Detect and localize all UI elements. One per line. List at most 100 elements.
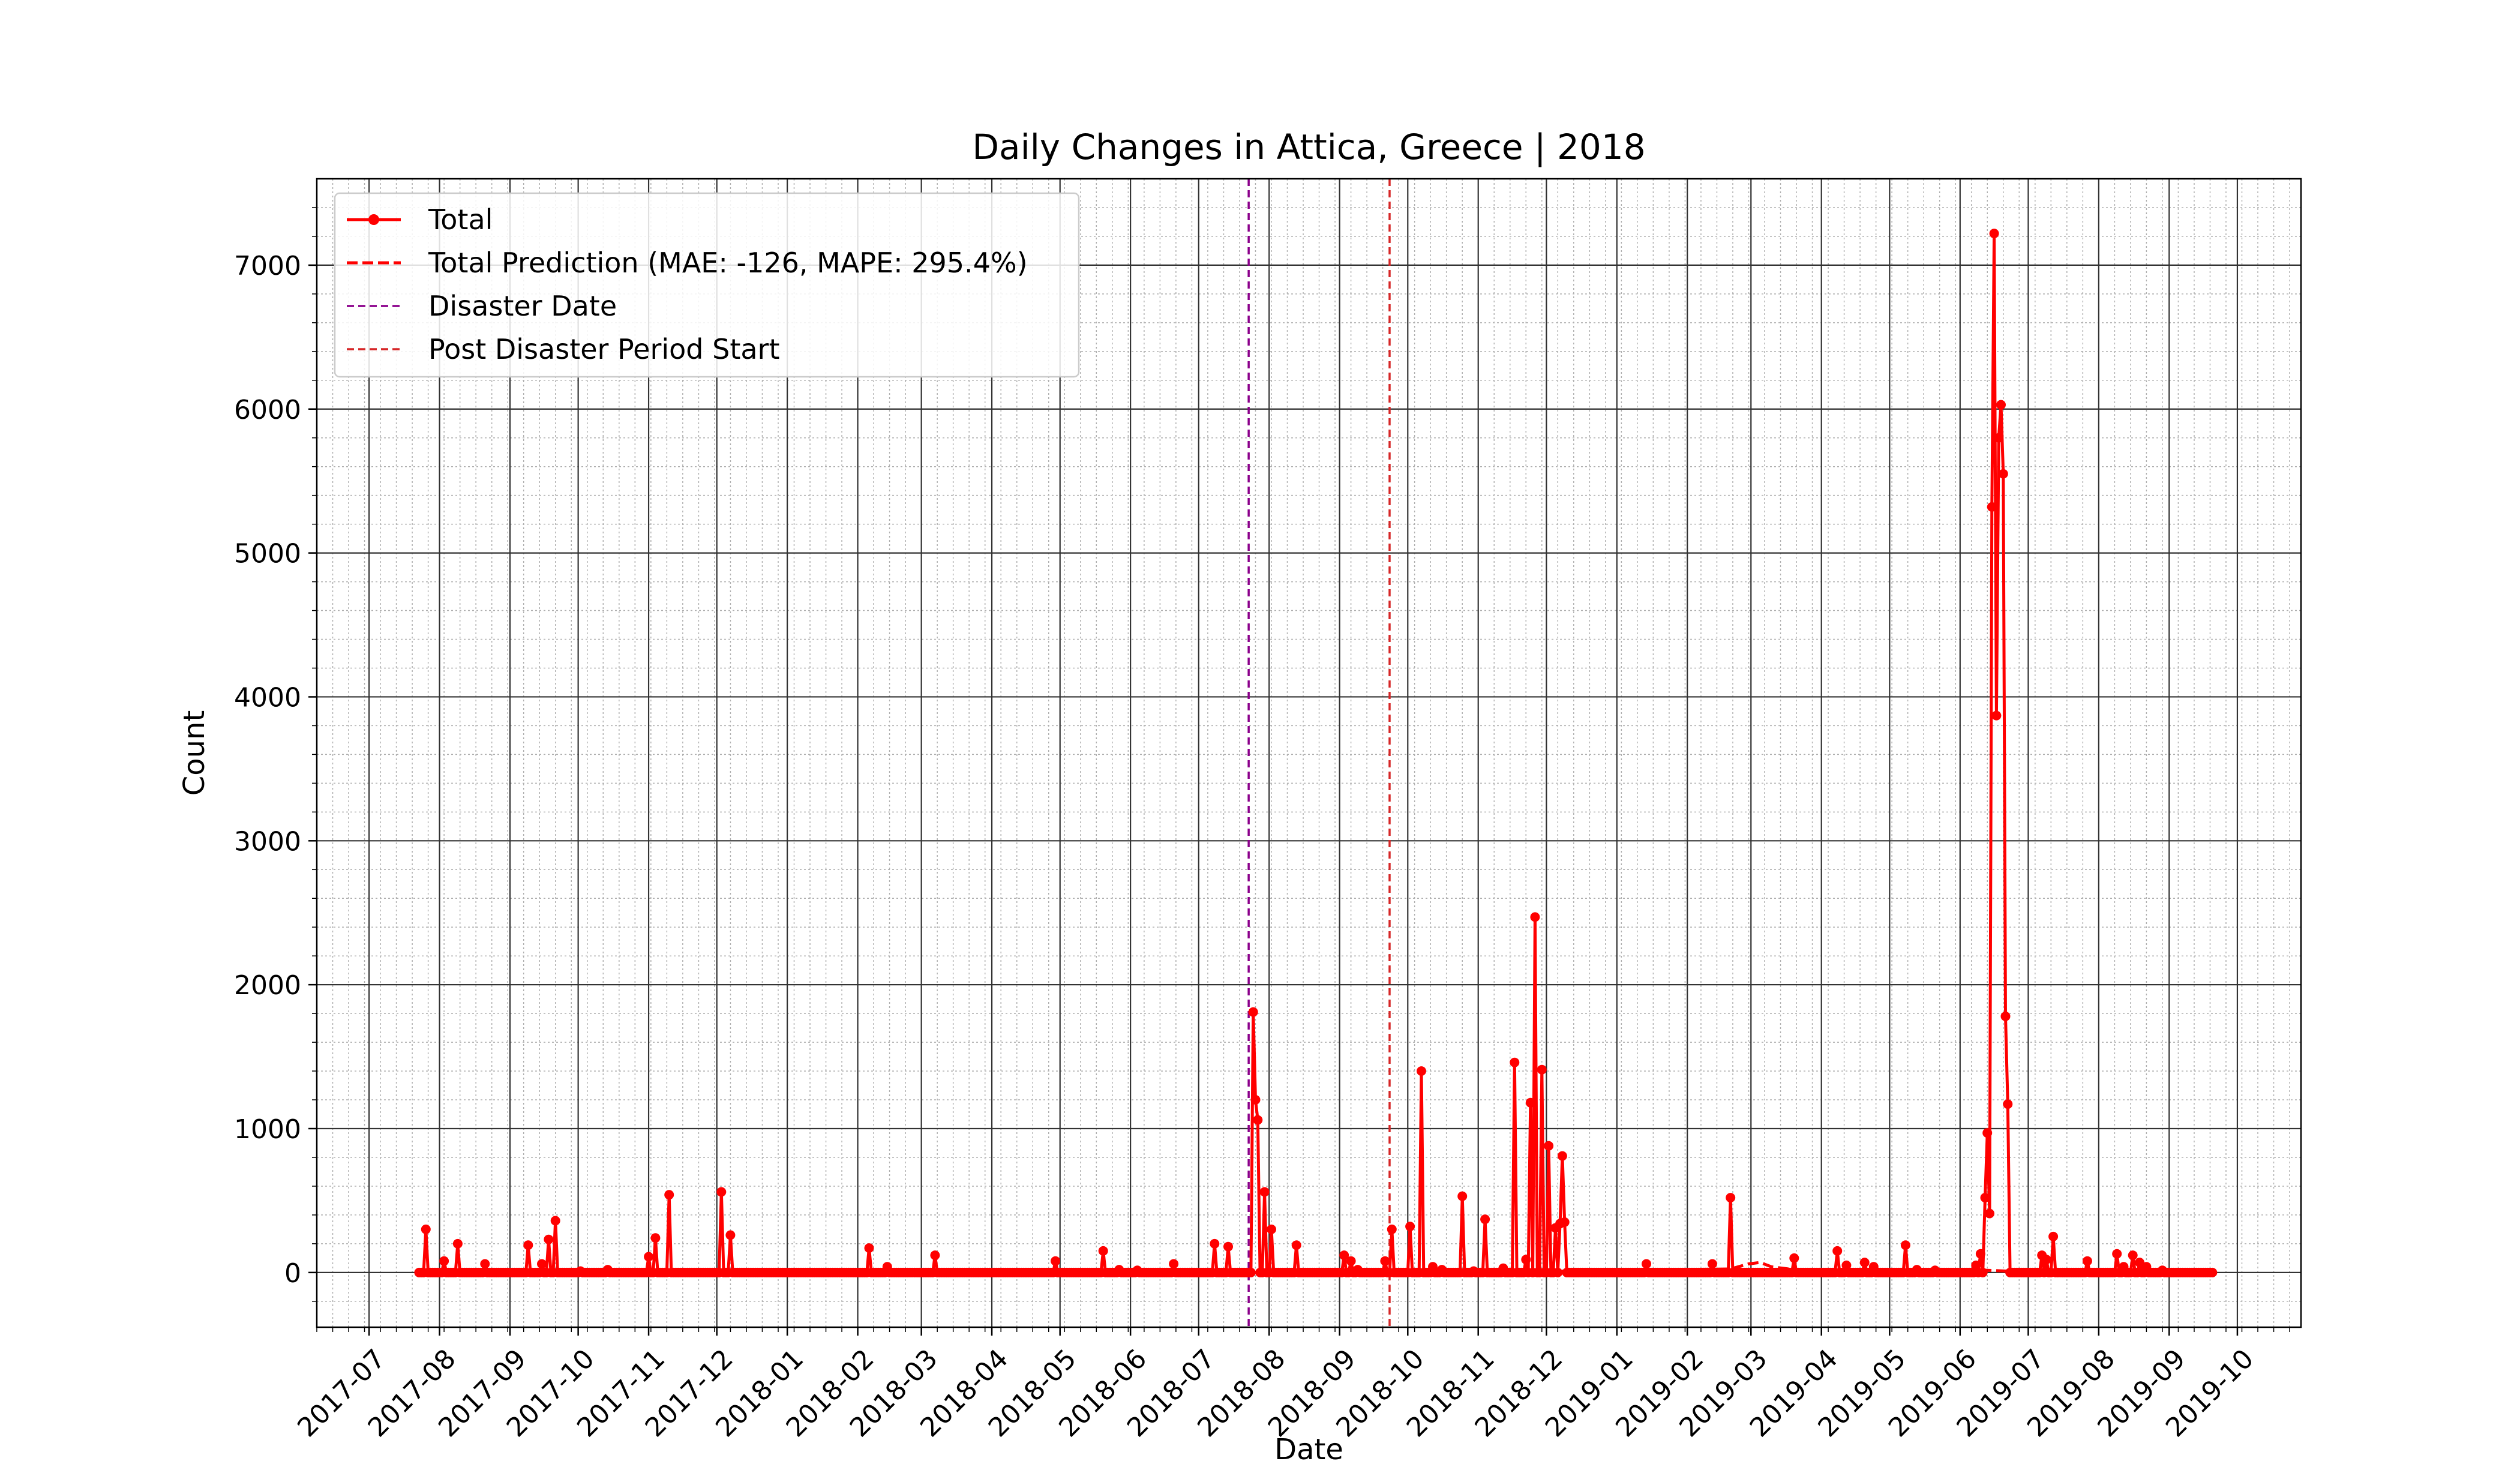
legend-box (334, 192, 1080, 378)
y-tick-label: 6000 (234, 395, 301, 425)
total-data-point (439, 1256, 449, 1266)
total-data-point (1789, 1253, 1799, 1263)
total-data-point (1559, 1217, 1570, 1227)
total-data-point (2041, 1255, 2051, 1265)
total-data-point (1223, 1241, 1233, 1252)
total-data-point (1051, 1256, 1061, 1266)
minor-grid (316, 179, 2301, 1327)
total-data-point (1246, 1267, 1256, 1277)
total-data-point (1985, 1208, 1994, 1219)
total-data-point (2112, 1249, 2122, 1259)
total-data-point (1975, 1249, 1985, 1259)
chart-title: Daily Changes in Attica, Greece | 2018 (972, 127, 1645, 167)
total-data-point (480, 1259, 490, 1269)
total-data-point (1259, 1187, 1270, 1197)
total-data-point (1544, 1141, 1554, 1151)
total-data-point (1253, 1115, 1263, 1125)
total-data-point (930, 1250, 940, 1261)
total-data-point (1521, 1255, 1531, 1265)
total-data-point (1346, 1256, 1356, 1266)
total-data-point (650, 1233, 661, 1243)
legend-label: Total (428, 203, 493, 236)
total-data-point (1210, 1238, 1220, 1249)
total-data-point (1987, 502, 1997, 512)
total-data-point (725, 1230, 736, 1240)
total-data-point (1525, 1097, 1535, 1108)
total-data-point (1457, 1191, 1468, 1201)
legend: Total Total Prediction (MAE: -126, MAPE: … (334, 192, 1080, 378)
total-data-point (537, 1259, 547, 1269)
y-axis-label: Count (178, 710, 211, 796)
total-data-point (1248, 1007, 1258, 1017)
legend-label: Disaster Date (428, 290, 617, 322)
total-data-point (716, 1187, 727, 1197)
total-data-point (421, 1224, 431, 1234)
legend-item-prediction: Total Prediction (MAE: -126, MAPE: 295.4… (347, 247, 1028, 279)
y-tick-label: 3000 (234, 826, 301, 857)
total-data-point (2135, 1258, 2144, 1268)
total-data-point (1169, 1259, 1179, 1269)
total-data-point (1841, 1260, 1852, 1270)
total-data-point (864, 1243, 874, 1253)
total-data-point (1098, 1246, 1108, 1256)
total-data-point (1380, 1256, 1390, 1266)
total-data-point (1726, 1193, 1736, 1203)
series-prediction-line (1389, 1261, 2213, 1274)
y-tick-label: 0 (284, 1258, 301, 1289)
total-data-point (1291, 1240, 1301, 1250)
total-data-point (1557, 1151, 1567, 1161)
total-data-point (1832, 1246, 1843, 1256)
total-data-point (1991, 710, 2002, 721)
total-data-point (1642, 1259, 1651, 1269)
legend-label: Total Prediction (MAE: -126, MAPE: 295.4… (428, 247, 1028, 279)
total-data-point (523, 1240, 533, 1250)
legend-swatch-marker (368, 214, 379, 225)
total-data-point (1998, 469, 2008, 479)
total-data-point (1387, 1224, 1397, 1234)
total-data-point (1405, 1222, 1415, 1232)
total-data-point (1267, 1224, 1276, 1234)
y-tick-label: 1000 (234, 1114, 301, 1145)
total-data-point (1971, 1260, 1981, 1270)
y-tick-label: 5000 (234, 539, 301, 569)
total-data-point (1989, 229, 1999, 239)
legend-item-disaster-date: Disaster Date (347, 290, 617, 322)
total-data-point (1982, 1128, 1993, 1138)
event-lines (1247, 179, 1391, 1327)
total-data-point (2082, 1256, 2092, 1266)
y-axis-ticks: 0 1000 2000 3000 4000 5000 6000 7000 (234, 207, 317, 1302)
x-axis-label: Date (1274, 1433, 1343, 1466)
total-data-point (1707, 1259, 1717, 1269)
total-data-point (550, 1216, 560, 1226)
plot-frame (316, 178, 2302, 1328)
total-data-point (1900, 1240, 1910, 1250)
total-data-point (452, 1238, 463, 1249)
total-data-point (1339, 1250, 1349, 1261)
total-data-point (1250, 1095, 1261, 1105)
total-data-point (644, 1252, 654, 1262)
y-tick-label: 2000 (234, 970, 301, 1001)
total-data-point (1980, 1193, 1990, 1203)
total-data-point (1996, 400, 2006, 410)
total-data-point (2128, 1250, 2138, 1261)
total-data-point (1417, 1066, 1426, 1076)
total-data-point (544, 1234, 554, 1244)
total-data-point (2048, 1231, 2059, 1241)
legend-item-post-disaster: Post Disaster Period Start (347, 333, 780, 365)
legend-item-total: Total (347, 203, 493, 236)
legend-label: Post Disaster Period Start (428, 333, 780, 365)
y-tick-label: 7000 (234, 251, 301, 281)
total-data-point (1994, 433, 2004, 443)
total-data-point (2000, 1011, 2011, 1021)
total-data-point (664, 1190, 674, 1200)
total-data-point (2003, 1099, 2013, 1109)
total-data-point (1859, 1258, 1870, 1268)
y-tick-label: 4000 (234, 682, 301, 713)
total-data-point (1530, 912, 1540, 922)
total-data-point (1510, 1057, 1520, 1067)
total-data-point (1537, 1064, 1547, 1075)
total-data-point (1480, 1214, 1490, 1225)
series-layer (414, 229, 2218, 1277)
